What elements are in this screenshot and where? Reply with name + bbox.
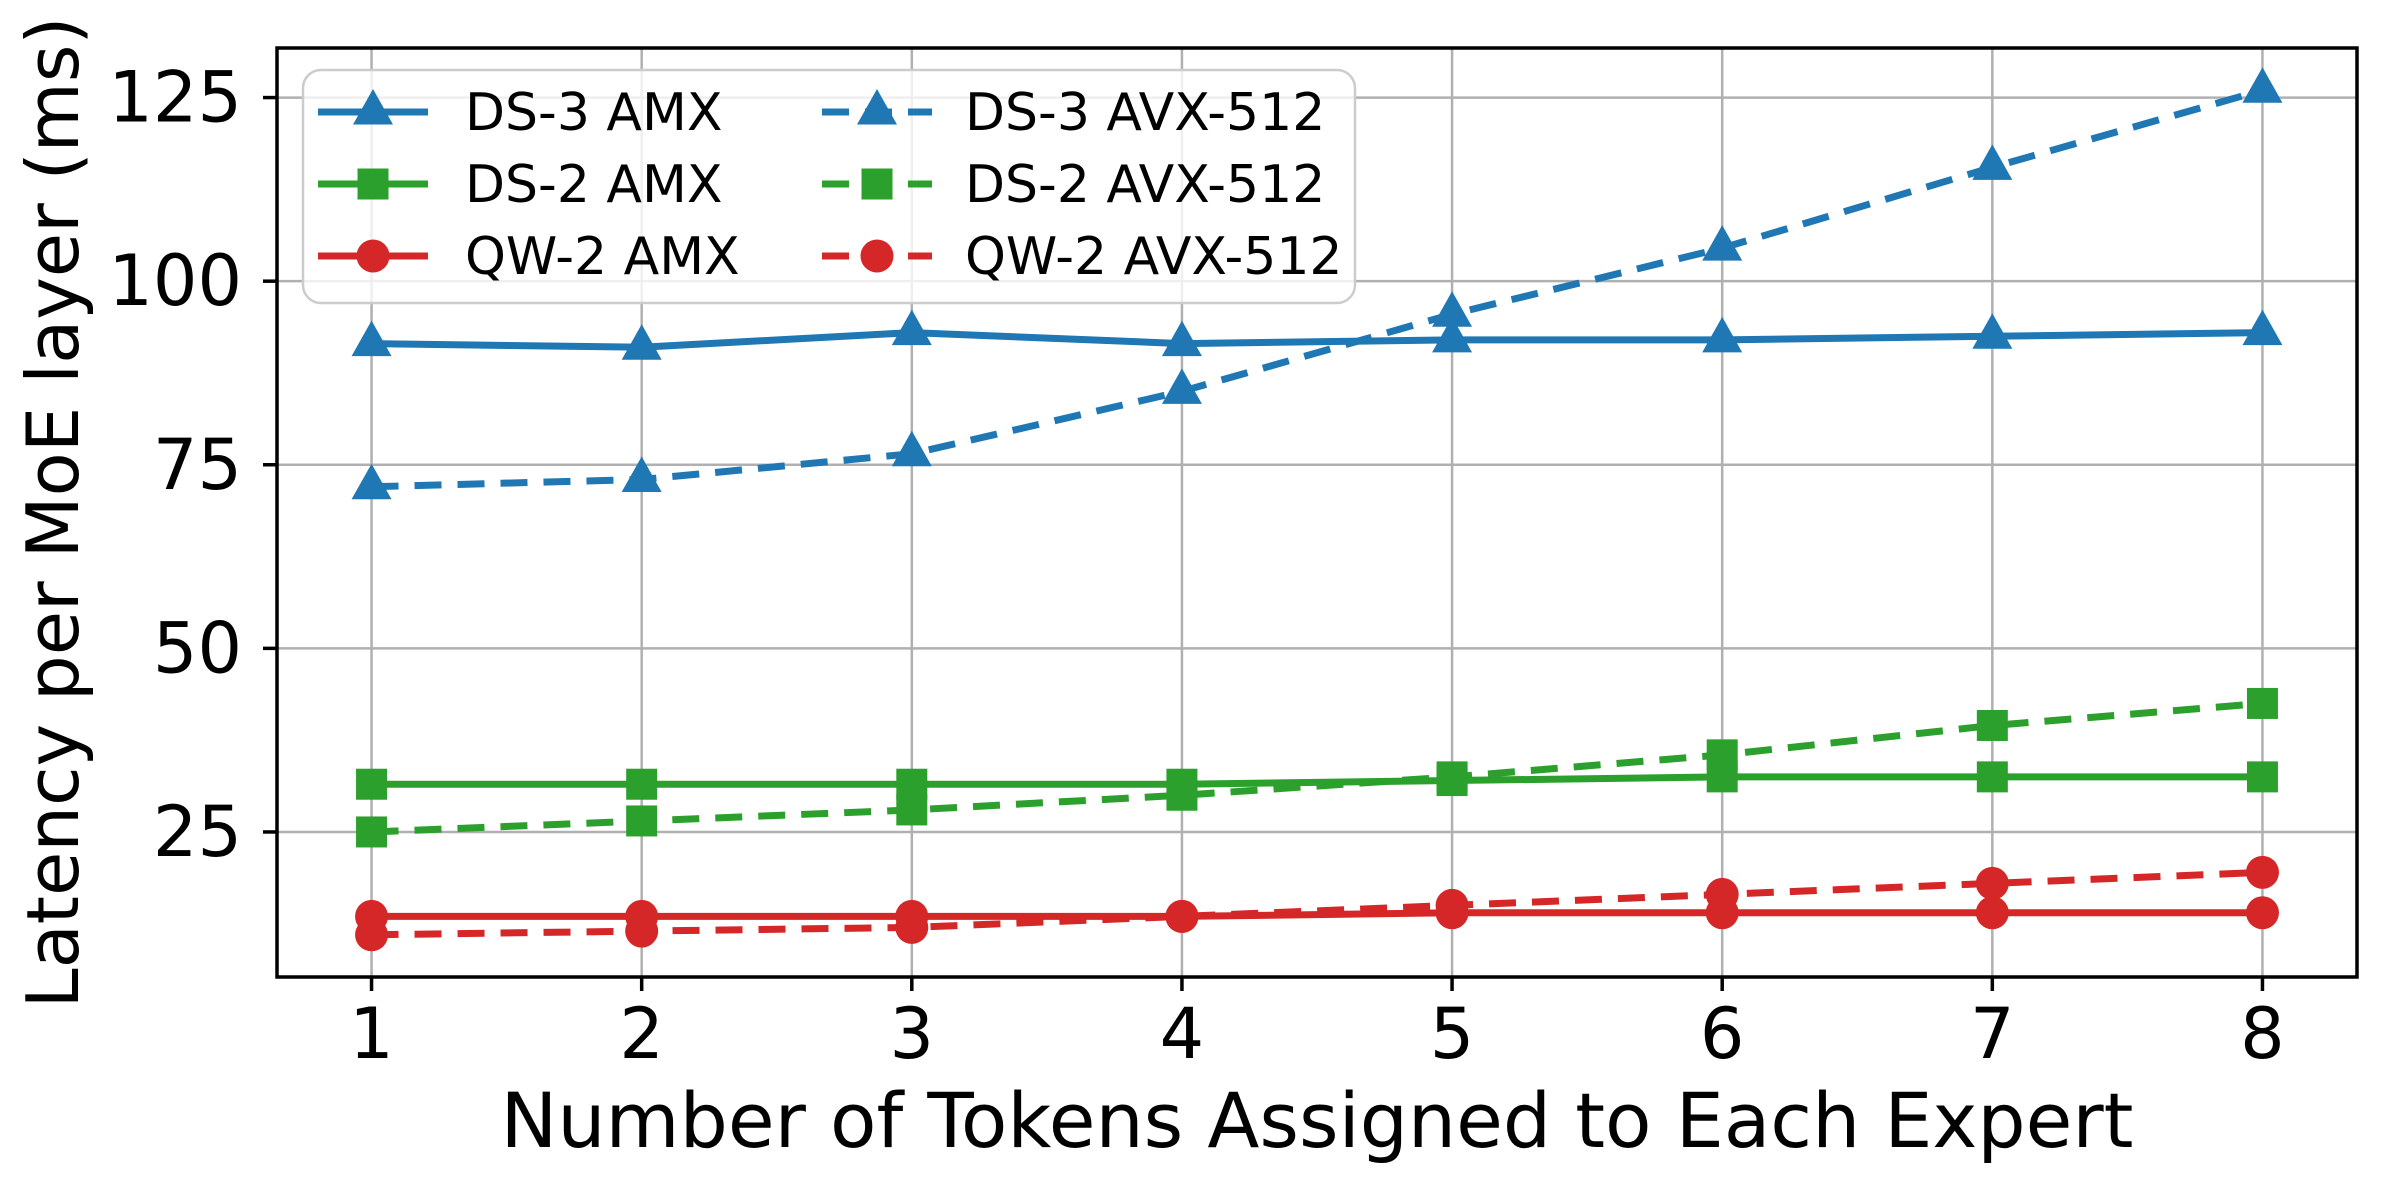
data-point-triangle [353,89,393,125]
x-tick-label-5: 5 [1430,993,1475,1075]
legend-entry-qw-2-avx-512: QW-2 AVX-512 [822,227,1342,287]
data-point-circle [1165,899,1199,933]
data-point-triangle [1972,313,2013,349]
data-point-triangle [891,430,932,467]
series-ds-2-avx-512 [356,687,2278,848]
data-point-square [2246,761,2278,793]
x-tick-label-6: 6 [1700,993,1745,1075]
series-qw-2-avx-512 [355,855,2279,952]
legend-entry-qw-2-amx: QW-2 AMX [318,227,740,287]
data-point-circle [356,239,390,273]
x-tick-label-7: 7 [1970,993,2015,1075]
data-point-circle [625,914,659,948]
data-point-square [1976,761,2008,793]
axes: 1 2 3 4 5 6 7 8 25 50 75 100 125 [108,57,2284,1075]
plot-border [275,46,2359,979]
data-point-triangle [351,320,392,357]
legend-label-qw-2-amx: QW-2 AMX [465,227,740,287]
legend-label-ds-2-avx-512: DS-2 AVX-512 [965,155,1325,215]
y-tick-label-75: 75 [153,424,242,506]
y-axis-label: Latency per MoE layer (ms) [11,17,95,1009]
y-tick-label-25: 25 [153,791,242,873]
data-point-triangle [2242,309,2283,346]
data-point-triangle [1702,225,1743,261]
data-point-square [356,816,388,848]
data-point-square [626,805,658,837]
data-point-circle [2245,855,2279,889]
x-tick-label-1: 1 [349,993,394,1075]
data-point-triangle [1432,291,1473,327]
x-tick-label-8: 8 [2240,993,2285,1075]
data-point-circle [2245,896,2279,930]
y-tick-label-50: 50 [153,607,242,689]
data-point-triangle [891,309,932,346]
data-point-square [1166,779,1198,811]
data-point-square [861,168,893,200]
series-line-qw-2-amx [371,909,2263,920]
data-point-triangle [2242,67,2283,103]
legend-label-ds-3-amx: DS-3 AMX [465,83,723,143]
data-point-square [356,768,388,800]
series-ds-3-amx [351,309,2283,360]
data-point-triangle [1972,144,2013,180]
data-point-circle [1975,866,2009,900]
legend-label-ds-3-avx-512: DS-3 AVX-512 [965,83,1325,143]
x-tick-label-3: 3 [890,993,935,1075]
series-line-ds-2-amx [371,773,2263,788]
data-point-circle [1975,896,2009,930]
data-point-square [1976,709,2008,741]
data-point-circle [860,239,894,273]
legend-entry-ds-3-amx: DS-3 AMX [318,83,723,143]
series-line-ds-3-amx [371,329,2263,351]
data-point-square [1436,761,1468,793]
data-point-triangle [1432,316,1473,353]
legend-entry-ds-3-avx-512: DS-3 AVX-512 [822,83,1325,143]
series-line-qw-2-avx-512 [371,868,2263,939]
data-point-triangle [1161,320,1202,357]
x-axis-label: Number of Tokens Assigned to Each Expert [501,1076,2134,1165]
y-tick-label-125: 125 [108,57,242,139]
data-point-triangle [621,324,662,360]
legend-entry-ds-2-amx: DS-2 AMX [318,155,723,215]
data-point-square [357,168,389,200]
legend-label-ds-2-amx: DS-2 AMX [465,155,723,215]
data-point-triangle [1702,316,1743,353]
data-point-square [626,768,658,800]
series-line-ds-2-avx-512 [371,699,2263,836]
data-point-square [896,794,928,826]
legend-entry-ds-2-avx-512: DS-2 AVX-512 [822,155,1325,215]
data-point-circle [1435,888,1469,922]
y-tick-label-100: 100 [108,240,242,322]
data-point-square [2246,687,2278,719]
legend: DS-3 AMX DS-2 AMX QW-2 AMX DS-3 AVX-512 DS-2… [301,68,1357,305]
data-point-triangle [621,456,662,492]
legend-label-qw-2-avx-512: QW-2 AVX-512 [965,227,1342,287]
data-point-circle [355,918,389,952]
data-point-triangle [857,89,897,125]
data-point-triangle [1161,368,1202,404]
data-point-circle [1705,877,1739,911]
x-tick-label-4: 4 [1160,993,1205,1075]
data-point-square [1706,739,1738,771]
data-point-circle [895,910,929,944]
x-tick-label-2: 2 [619,993,664,1075]
series-line-ds-3-avx-512 [371,86,2264,491]
series-ds-3-avx-512 [351,67,2283,500]
data-point-triangle [351,463,392,500]
